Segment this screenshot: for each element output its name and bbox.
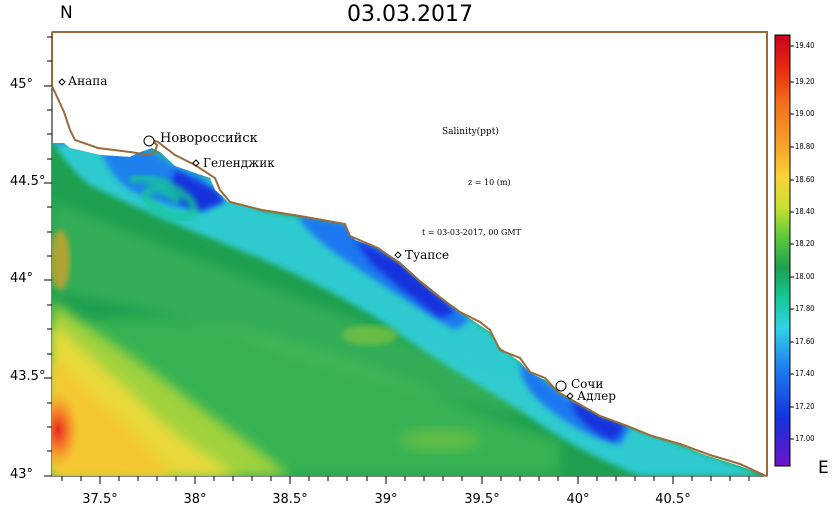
colorbar bbox=[774, 34, 791, 467]
colorbar-label: 17.60 bbox=[795, 337, 815, 346]
lon-tick-label: 40° bbox=[566, 492, 590, 507]
colorbar-label: 18.40 bbox=[795, 207, 815, 216]
depth-annotation: z = 10 (m) bbox=[468, 178, 511, 187]
lat-tick-label: 44° bbox=[10, 271, 34, 286]
lon-tick-label: 38° bbox=[183, 492, 207, 507]
colorbar-label: 18.80 bbox=[795, 142, 815, 151]
city-label-adler: Адлер bbox=[577, 389, 616, 403]
x-axis-ticks bbox=[61, 476, 750, 484]
colorbar-label: 17.80 bbox=[795, 304, 815, 313]
colorbar-label: 17.00 bbox=[795, 434, 815, 443]
city-label-anapa: Анапа bbox=[68, 74, 108, 88]
colorbar-label: 17.20 bbox=[795, 402, 815, 411]
colorbar-label: 19.20 bbox=[795, 77, 815, 86]
marker-sochi bbox=[555, 380, 567, 392]
lat-tick-label: 45° bbox=[10, 77, 34, 92]
colorbar-label: 19.40 bbox=[795, 41, 815, 50]
east-label: E bbox=[818, 458, 829, 478]
coastline bbox=[51, 85, 767, 477]
city-label-sochi: Сочи bbox=[571, 377, 604, 391]
marker-novorossiysk bbox=[143, 135, 155, 147]
city-label-novorossiysk: Новороссийск bbox=[160, 131, 258, 146]
lon-tick-label: 39° bbox=[374, 492, 398, 507]
colorbar-label: 18.00 bbox=[795, 272, 815, 281]
marker-anapa bbox=[58, 78, 66, 86]
colorbar-label: 18.20 bbox=[795, 239, 815, 248]
lon-tick-label: 38.5° bbox=[272, 492, 308, 507]
colorbar-label: 19.00 bbox=[795, 109, 815, 118]
colorbar-ticks bbox=[790, 45, 794, 440]
city-label-gelendzhik: Геленджик bbox=[203, 156, 275, 170]
lon-tick-label: 39.5° bbox=[464, 492, 500, 507]
lat-tick-label: 43.5° bbox=[10, 369, 46, 384]
lat-tick-label: 44.5° bbox=[10, 174, 46, 189]
time-annotation: t = 03-03-2017, 00 GMT bbox=[422, 228, 521, 237]
marker-adler bbox=[566, 392, 574, 400]
colorbar-label: 17.40 bbox=[795, 369, 815, 378]
marker-gelendzhik bbox=[192, 159, 200, 167]
city-label-tuapse: Туапсе bbox=[405, 248, 450, 262]
map-date-title: 03.03.2017 bbox=[347, 2, 473, 27]
y-axis-ticks bbox=[44, 36, 52, 477]
lon-tick-label: 40.5° bbox=[655, 492, 691, 507]
city-markers bbox=[58, 78, 574, 400]
lon-tick-label: 37.5° bbox=[82, 492, 118, 507]
colorbar-label: 18.60 bbox=[795, 175, 815, 184]
north-label: N bbox=[60, 3, 73, 23]
lat-tick-label: 43° bbox=[10, 467, 34, 482]
marker-tuapse bbox=[394, 251, 402, 259]
variable-annotation: Salinity(ppt) bbox=[442, 127, 499, 137]
